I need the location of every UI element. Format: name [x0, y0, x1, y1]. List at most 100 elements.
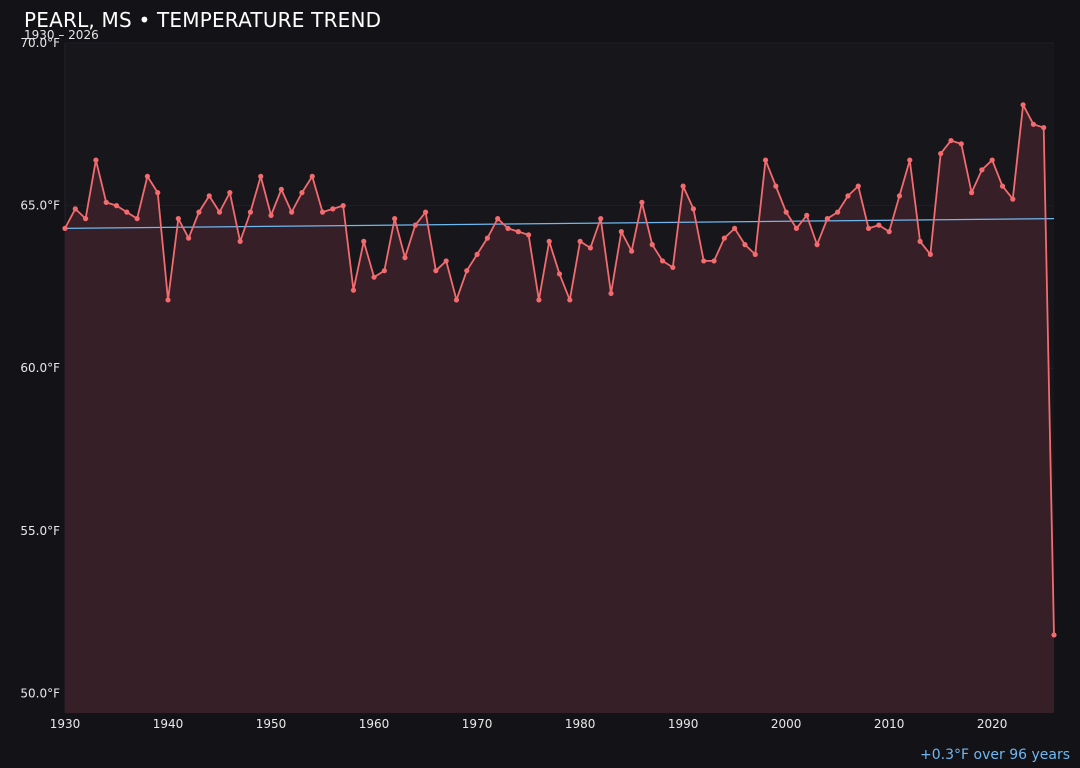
data-point — [443, 258, 449, 264]
data-point — [680, 183, 686, 189]
series-area-fill — [65, 104, 1054, 714]
trend-line — [64, 217, 1055, 230]
data-point — [762, 157, 769, 163]
trend-note: +0.3°F over 96 years — [920, 747, 1070, 763]
data-point — [433, 268, 439, 274]
x-tick-label: 1930 — [50, 717, 81, 731]
data-point — [216, 209, 223, 215]
data-point — [1030, 121, 1036, 127]
data-point — [804, 212, 810, 218]
data-point — [968, 190, 975, 196]
chart-subtitle: 1930 – 2026 — [24, 28, 99, 42]
data-point — [144, 173, 151, 179]
data-point — [247, 209, 254, 215]
data-point — [93, 157, 99, 163]
data-point — [649, 242, 655, 248]
data-point — [567, 297, 573, 303]
data-point — [72, 206, 78, 212]
data-point — [546, 238, 552, 244]
x-tick-label: 1940 — [153, 717, 184, 731]
data-point — [598, 216, 604, 222]
data-point — [1010, 196, 1016, 202]
y-tick-label: 65.0°F — [20, 199, 60, 213]
data-point — [289, 209, 295, 215]
data-point — [721, 235, 727, 241]
data-point — [340, 203, 346, 209]
data-point — [103, 199, 109, 205]
y-tick-label: 60.0°F — [20, 361, 60, 375]
data-point — [865, 225, 872, 231]
data-point — [299, 190, 305, 196]
data-point — [278, 186, 284, 192]
data-point — [938, 150, 944, 157]
data-point — [618, 229, 624, 235]
chart-title: PEARL, MS • TEMPERATURE TREND — [24, 8, 382, 32]
data-point — [350, 287, 357, 293]
data-point — [505, 225, 511, 231]
data-point — [793, 225, 800, 231]
data-point — [515, 229, 521, 235]
data-point — [608, 290, 614, 297]
x-tick-label: 1960 — [359, 717, 390, 731]
data-point — [402, 255, 408, 261]
y-tick-label: 50.0°F — [20, 686, 60, 700]
data-point — [711, 258, 717, 264]
data-point — [196, 209, 202, 215]
x-tick-label: 1950 — [256, 717, 287, 731]
data-point — [927, 251, 933, 258]
data-point — [752, 251, 758, 258]
y-axis-ticks: 50.0°F 55.0°F 60.0°F 65.0°F 70.0°F — [20, 36, 60, 700]
data-point — [1051, 632, 1057, 638]
data-point — [227, 190, 233, 196]
data-point — [577, 238, 583, 244]
data-point — [835, 209, 841, 215]
data-point — [206, 193, 212, 199]
x-tick-label: 1970 — [462, 717, 493, 731]
data-point — [690, 206, 697, 212]
data-point — [392, 216, 398, 222]
data-point — [639, 199, 645, 205]
data-point — [732, 225, 738, 231]
data-point — [958, 141, 964, 147]
data-point — [814, 242, 820, 248]
data-point — [464, 268, 470, 274]
data-point — [237, 238, 243, 244]
x-tick-label: 2020 — [977, 717, 1008, 731]
data-point — [979, 167, 985, 173]
data-point — [999, 183, 1006, 189]
data-point — [62, 225, 68, 231]
data-point — [422, 209, 429, 215]
data-point — [917, 238, 923, 244]
data-point — [134, 216, 140, 222]
data-point — [165, 297, 171, 303]
data-point — [258, 173, 264, 179]
data-points — [62, 102, 1057, 638]
data-point — [989, 157, 995, 163]
data-point — [876, 222, 882, 228]
data-point — [670, 264, 676, 271]
data-point — [783, 209, 789, 215]
data-point — [587, 245, 594, 251]
data-point — [742, 242, 748, 248]
data-point — [175, 216, 181, 222]
data-point — [371, 274, 377, 280]
data-point — [453, 297, 460, 303]
data-point — [824, 216, 830, 222]
data-point — [484, 235, 490, 241]
data-point — [629, 248, 635, 254]
x-axis-ticks: 1930 1940 1950 1960 1970 1980 1990 2000 2010 2020 — [50, 717, 1008, 731]
x-tick-label: 2010 — [874, 717, 905, 731]
data-point — [773, 183, 779, 189]
data-point — [556, 271, 563, 277]
data-point — [536, 297, 542, 303]
data-point — [319, 209, 326, 215]
data-point — [886, 229, 892, 235]
data-point — [474, 251, 480, 258]
data-point — [907, 157, 913, 163]
data-point — [309, 173, 315, 179]
x-tick-label: 2000 — [771, 717, 802, 731]
data-point — [701, 258, 707, 264]
x-tick-label: 1990 — [668, 717, 699, 731]
data-point — [495, 216, 501, 222]
